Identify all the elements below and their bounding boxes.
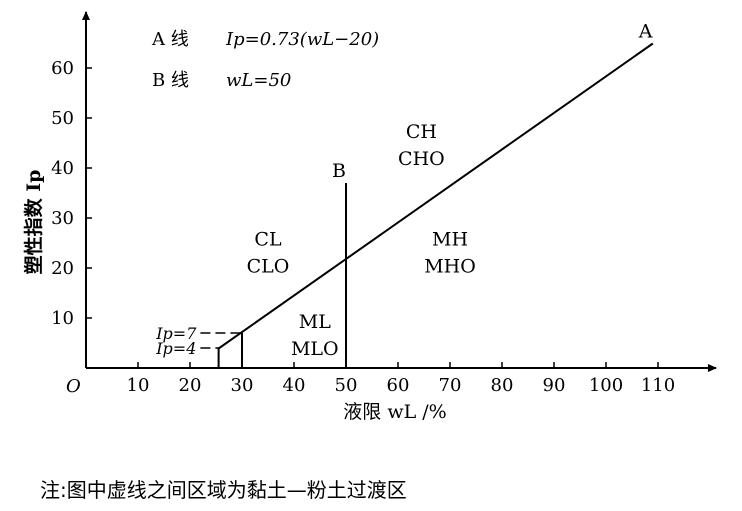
x-tick-label: 50: [335, 375, 358, 396]
x-tick-label: 40: [283, 375, 306, 396]
region-label: MH: [432, 229, 468, 251]
dashed-guide-label: Ip=7: [155, 324, 197, 343]
origin-label: O: [66, 376, 81, 397]
y-tick-label: 40: [51, 158, 74, 179]
x-tick-label: 80: [491, 375, 514, 396]
x-tick-label: 90: [543, 375, 566, 396]
region-label: CL: [254, 229, 282, 251]
dashed-guide-label: Ip=4: [155, 339, 196, 358]
x-tick-label: 20: [179, 375, 202, 396]
region-label: CH: [406, 121, 437, 143]
x-tick-label: 100: [589, 375, 623, 396]
line-label-b: B: [332, 160, 346, 182]
x-tick-label: 70: [439, 375, 462, 396]
region-label: ML: [299, 311, 331, 333]
equation-b-formula: wL=50: [226, 70, 291, 91]
equation-a: A 线 Ip=0.73(wL−20): [151, 29, 379, 50]
y-tick-label: 60: [51, 58, 74, 79]
region-label: MHO: [424, 256, 476, 278]
y-tick-label: 50: [51, 108, 74, 129]
y-tick-label: 30: [51, 208, 74, 229]
x-tick-label: 30: [231, 375, 254, 396]
y-axis-title: 塑性指数 Ip: [22, 170, 45, 275]
x-tick-label: 110: [641, 375, 675, 396]
equation-b: B 线 wL=50: [152, 70, 291, 91]
equation-b-label: B 线: [152, 70, 189, 91]
line-label-a: A: [638, 21, 653, 43]
y-tick-label: 10: [51, 308, 74, 329]
footnote: 注:图中虚线之间区域为黏土—粉土过渡区: [40, 478, 407, 502]
x-tick-label: 60: [387, 375, 410, 396]
equation-a-label: A 线: [151, 29, 189, 50]
equation-a-formula: Ip=0.73(wL−20): [225, 29, 379, 50]
x-tick-label: 10: [127, 375, 150, 396]
y-tick-label: 20: [51, 258, 74, 279]
x-axis-title: 液限 wL /%: [343, 401, 446, 423]
region-label: CHO: [398, 148, 445, 170]
series-line-a: [218, 42, 654, 350]
region-label: CLO: [247, 256, 290, 278]
region-label: MLO: [291, 338, 339, 360]
